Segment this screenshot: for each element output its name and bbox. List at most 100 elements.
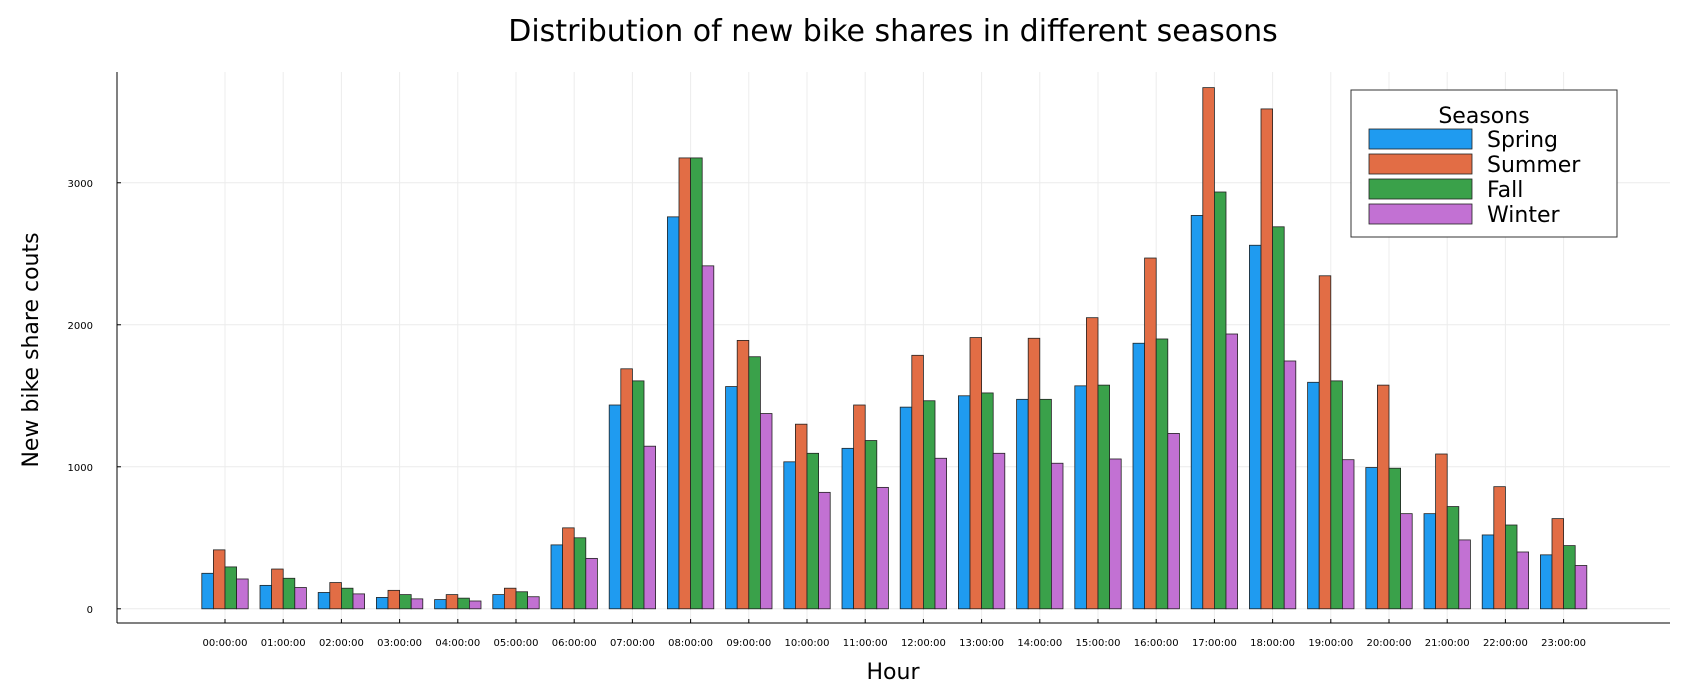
bar-winter-4 [468,600,482,610]
bar-winter-0 [236,578,249,610]
bar-summer-22 [1493,486,1506,610]
x-tick-label: 00:00:00 [203,638,248,649]
bar-fall-7 [632,380,645,610]
x-tick-label: 18:00:00 [1250,638,1295,649]
legend-swatch-winter [1368,203,1473,225]
bar-summer-20 [1377,384,1390,610]
bars-layer [201,87,1588,610]
bar-fall-13 [981,392,994,610]
x-tick-label: 13:00:00 [959,638,1004,649]
bar-winter-9 [760,413,773,610]
bar-fall-14 [1039,398,1052,610]
bar-fall-3 [399,594,412,610]
x-tick-label: 07:00:00 [610,638,655,649]
legend-label-spring: Spring [1487,128,1558,153]
bar-winter-3 [410,598,424,610]
bar-winter-22 [1516,551,1530,610]
bar-spring-16 [1132,342,1146,610]
bar-summer-9 [736,339,750,610]
x-tick-label: 10:00:00 [785,638,830,649]
bar-spring-14 [1016,398,1029,610]
x-tick-label: 21:00:00 [1425,638,1470,649]
bar-fall-9 [748,356,761,610]
bar-winter-13 [992,452,1006,610]
bar-winter-5 [527,596,540,610]
bar-winter-7 [643,445,657,610]
bar-winter-1 [294,587,307,610]
bar-spring-23 [1540,554,1553,610]
x-tick-label: 20:00:00 [1367,638,1412,649]
bar-spring-6 [550,544,564,610]
bar-spring-17 [1190,215,1204,610]
bar-winter-11 [876,486,889,610]
x-axis-title: Hour [867,660,921,685]
x-tick-label: 23:00:00 [1541,638,1586,649]
bar-spring-22 [1481,534,1495,610]
bar-summer-18 [1260,108,1274,610]
legend-label-winter: Winter [1487,203,1560,228]
bar-summer-7 [620,368,633,610]
y-tick-label: 2000 [68,321,93,332]
legend-title: Seasons [1438,104,1529,129]
bar-summer-11 [853,404,866,610]
x-tick-label: 08:00:00 [668,638,713,649]
bar-winter-23 [1574,565,1588,610]
legend-label-fall: Fall [1487,178,1523,203]
bar-fall-1 [282,577,296,610]
bar-winter-19 [1342,459,1355,610]
bar-spring-19 [1307,381,1320,610]
bar-spring-4 [434,599,447,610]
x-tick-label: 06:00:00 [552,638,597,649]
bar-spring-5 [492,594,505,610]
bar-winter-15 [1109,458,1122,610]
bar-fall-18 [1272,226,1285,610]
bar-winter-21 [1458,539,1471,610]
x-tick-label: 11:00:00 [843,638,888,649]
bar-winter-14 [1051,462,1064,610]
bar-summer-15 [1086,317,1099,610]
x-tick-label: 03:00:00 [377,638,422,649]
bar-winter-12 [934,457,948,610]
bar-summer-4 [445,594,459,610]
bar-spring-21 [1423,513,1437,610]
x-tick-label: 04:00:00 [435,638,480,649]
y-tick-label: 0 [87,605,93,616]
bar-summer-10 [795,423,808,610]
bar-summer-1 [271,568,284,610]
bar-spring-3 [375,597,389,610]
x-tick-label: 14:00:00 [1017,638,1062,649]
axes-layer: 0 1000 2000 3000 00:00:00 01:00:00 02:00:00 03:… [68,72,1670,649]
bar-winter-10 [818,491,831,610]
bar-summer-0 [212,549,226,610]
bar-winter-8 [701,265,715,610]
bar-summer-17 [1202,87,1215,610]
bar-fall-4 [457,597,470,610]
bar-summer-16 [1144,257,1157,610]
bar-spring-12 [899,406,913,610]
bar-summer-21 [1435,453,1448,610]
x-tick-label: 12:00:00 [901,638,946,649]
x-tick-label: 19:00:00 [1308,638,1353,649]
bar-fall-19 [1330,380,1343,610]
bar-fall-17 [1214,191,1227,610]
x-tick-label: 09:00:00 [726,638,771,649]
bar-winter-16 [1167,433,1180,610]
bar-summer-14 [1027,337,1041,610]
bar-spring-2 [317,592,331,610]
bar-winter-20 [1400,513,1413,610]
x-tick-label: 05:00:00 [494,638,539,649]
bar-spring-0 [201,572,214,610]
bar-winter-6 [585,557,598,610]
bar-fall-15 [1097,384,1111,610]
bar-spring-1 [259,584,273,610]
bar-summer-5 [503,587,517,610]
x-tick-label: 22:00:00 [1483,638,1528,649]
bar-summer-19 [1318,275,1332,610]
y-axis-title: New bike share couts [19,232,44,467]
bar-winter-2 [352,593,366,610]
chart-title: Distribution of new bike shares in diffe… [508,14,1277,49]
